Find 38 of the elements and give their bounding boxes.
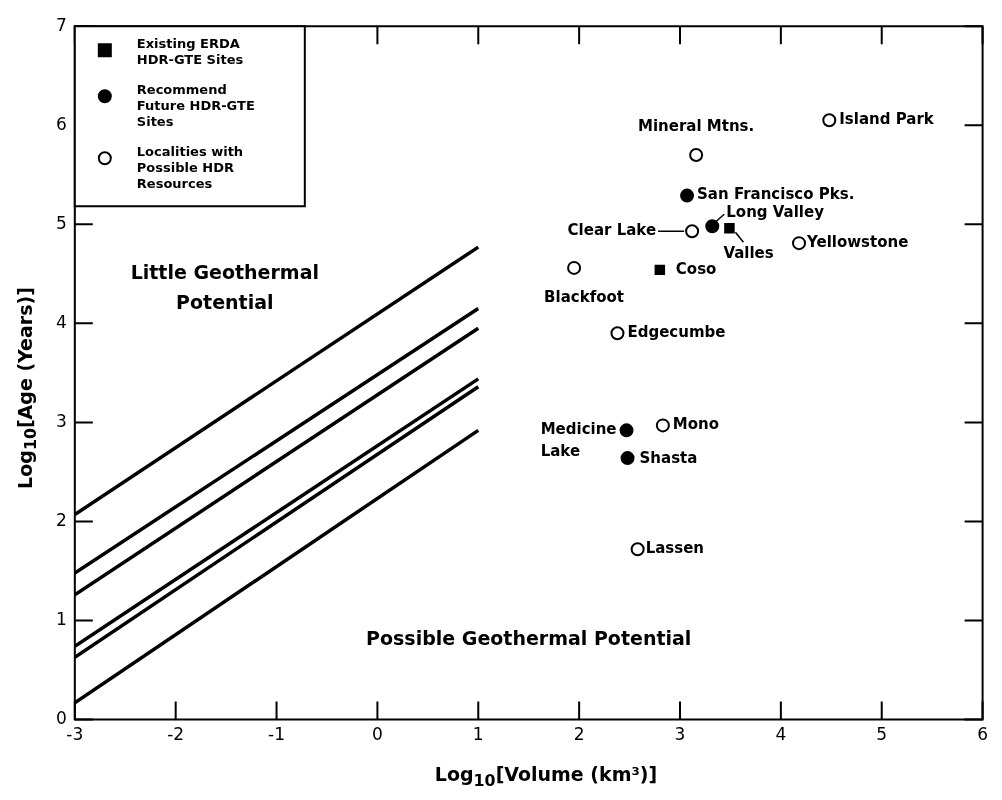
- legend-label: Recommend Future HDR-GTE Sites: [136, 81, 255, 129]
- annotation: Mono: [672, 415, 720, 434]
- y-tick-label: 0: [55, 708, 67, 729]
- y-tick-label: 5: [55, 212, 67, 233]
- annotation: Medicine Lake: [540, 420, 617, 461]
- annotation: Coso: [675, 259, 717, 278]
- x-tick-label: 0: [371, 724, 383, 745]
- x-tick-label: 6: [977, 724, 989, 745]
- y-tick-label: 2: [55, 509, 67, 530]
- x-tick-label: 2: [573, 724, 585, 745]
- annotation: Edgecumbe: [627, 323, 726, 342]
- annotation: Long Valley: [726, 203, 825, 222]
- annotation: Island Park: [839, 110, 935, 129]
- legend-label: Localities with Possible HDR Resources: [136, 143, 244, 191]
- x-tick-label: 3: [674, 724, 686, 745]
- x-tick-label: -3: [66, 724, 84, 745]
- annotation: Yellowstone: [806, 233, 909, 252]
- x-tick-label: -2: [167, 724, 185, 745]
- y-tick-label: 6: [55, 113, 67, 134]
- annotation: Shasta: [639, 448, 698, 467]
- x-tick-label: 5: [876, 724, 888, 745]
- annotation: San Francisco Pks.: [697, 185, 855, 204]
- x-tick-label: -1: [268, 724, 286, 745]
- y-tick-label: 3: [55, 410, 67, 431]
- annotation: Lassen: [645, 539, 705, 558]
- x-tick-label: 4: [775, 724, 787, 745]
- y-tick-label: 1: [55, 608, 67, 629]
- annotation: Little Geothermal Potential: [130, 260, 319, 313]
- x-tick-label: 1: [472, 724, 484, 745]
- annotation: Clear Lake: [567, 221, 657, 240]
- y-tick-label: 7: [55, 14, 67, 35]
- x-axis-title: Log$_{10}$[Volume (km³)]: [433, 763, 659, 790]
- y-tick-label: 4: [55, 311, 67, 332]
- annotation: Possible Geothermal Potential: [366, 627, 692, 650]
- annotation: Blackfoot: [544, 287, 624, 306]
- legend-label: Existing ERDA HDR-GTE Sites: [136, 35, 244, 67]
- annotation: Mineral Mtns.: [638, 116, 755, 135]
- annotation: Valles: [723, 244, 774, 263]
